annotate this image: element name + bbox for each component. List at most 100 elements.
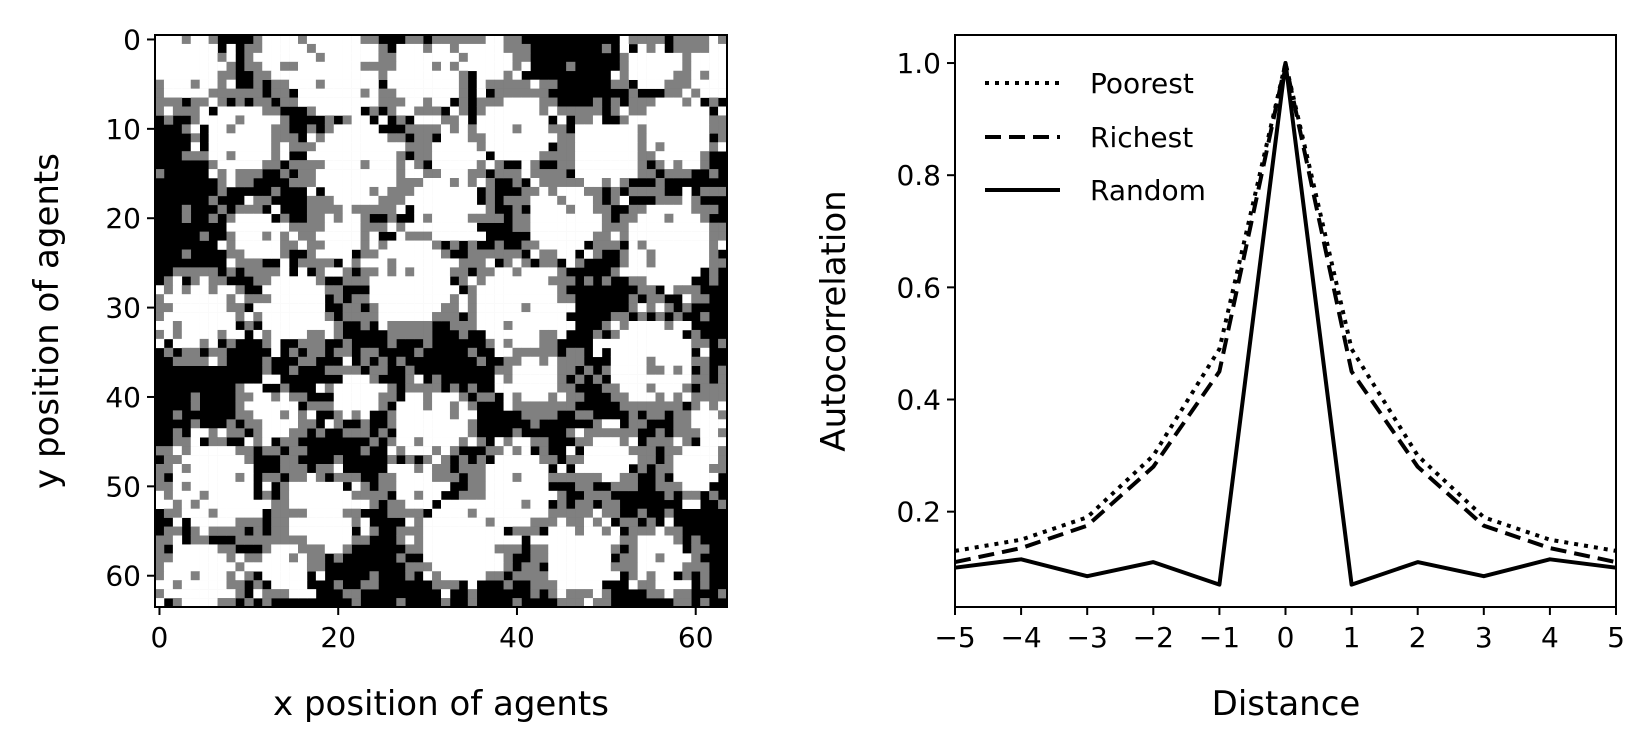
heatmap-cell: [566, 508, 576, 518]
heatmap-cell: [512, 401, 522, 411]
heatmap-cell: [351, 231, 361, 241]
series-line-poorest: [954, 61, 1617, 553]
heatmap-cell: [432, 303, 442, 313]
heatmap-cell: [298, 589, 308, 599]
heatmap-cell: [262, 392, 272, 402]
heatmap-cell: [405, 383, 415, 393]
heatmap-cell: [682, 231, 692, 241]
heatmap-cell: [235, 151, 245, 161]
heatmap-cell: [324, 258, 335, 268]
heatmap-cell: [575, 169, 585, 179]
heatmap-cell: [423, 401, 433, 411]
heatmap-cell: [619, 446, 629, 456]
heatmap-cell: [449, 240, 460, 250]
heatmap-cell: [476, 97, 486, 107]
heatmap-cell: [512, 249, 522, 259]
heatmap-cell: [494, 312, 504, 322]
heatmap-cell: [244, 464, 254, 474]
heatmap-cell: [601, 455, 612, 465]
heatmap-cell: [414, 169, 424, 179]
heatmap-cell: [512, 365, 522, 375]
heatmap-cell: [262, 598, 272, 608]
heatmap-cell: [628, 356, 638, 366]
heatmap-cell: [494, 562, 504, 572]
heatmap-cell: [512, 35, 522, 45]
heatmap-cell: [360, 374, 370, 384]
heatmap-cell: [235, 526, 245, 536]
heatmap-cell: [718, 88, 728, 98]
heatmap-cell: [342, 195, 352, 206]
heatmap-cell: [181, 70, 192, 80]
heatmap-cell: [342, 303, 352, 313]
heatmap-cell: [441, 79, 451, 89]
heatmap-cell: [503, 43, 513, 54]
heatmap-cell: [458, 178, 469, 188]
heatmap-cell: [387, 410, 397, 420]
heatmap-cell: [333, 455, 343, 465]
heatmap-cell: [226, 562, 236, 572]
heatmap-cell: [610, 267, 621, 277]
heatmap-cell: [190, 517, 200, 527]
heatmap-cell: [691, 428, 701, 438]
heatmap-cell: [548, 276, 558, 286]
heatmap-cell: [315, 490, 326, 501]
heatmap-cell: [324, 481, 335, 492]
heatmap-cell: [262, 365, 272, 375]
heatmap-cell: [360, 204, 370, 215]
heatmap-cell: [351, 52, 361, 63]
heatmap-cell: [298, 392, 308, 402]
heatmap-cell: [619, 258, 629, 268]
heatmap-cell: [521, 160, 531, 170]
heatmap-cell: [271, 115, 281, 125]
heatmap-cell: [360, 79, 370, 89]
heatmap-cell: [333, 553, 343, 563]
heatmap-cell: [512, 88, 522, 98]
heatmap-cell: [423, 240, 433, 250]
heatmap-cell: [682, 186, 692, 197]
heatmap-cell: [476, 392, 486, 402]
heatmap-cell: [271, 303, 281, 313]
heatmap-cell: [673, 88, 683, 98]
heatmap-cell: [575, 455, 585, 465]
heatmap-cell: [289, 97, 299, 107]
heatmap-cell: [271, 61, 281, 72]
heatmap-cell: [271, 312, 281, 322]
heatmap-cell: [217, 598, 227, 608]
heatmap-cell: [217, 88, 227, 98]
heatmap-cell: [449, 508, 460, 518]
heatmap-cell: [396, 598, 406, 608]
heatmap-cell: [700, 598, 710, 608]
heatmap-cell: [673, 437, 683, 447]
heatmap-cell: [253, 52, 263, 63]
heatmap-cell: [414, 106, 424, 116]
heatmap-cell: [172, 517, 183, 527]
heatmap-cell: [584, 249, 594, 259]
heatmap-cell: [208, 52, 218, 63]
heatmap-cell: [289, 294, 299, 304]
heatmap-cell: [682, 446, 692, 456]
heatmap-cell: [441, 499, 451, 509]
heatmap-cell: [298, 169, 308, 179]
heatmap-cell: [235, 589, 245, 599]
heatmap-cell: [333, 35, 343, 45]
heatmap-cell: [217, 428, 227, 438]
heatmap-cell: [467, 589, 478, 599]
heatmap-cell: [700, 374, 710, 384]
heatmap-cell: [369, 195, 379, 206]
heatmap-cell: [271, 544, 281, 554]
heatmap-cell: [709, 97, 719, 107]
heatmap-cell: [530, 347, 540, 358]
heatmap-cell: [592, 195, 603, 206]
heatmap-cell: [217, 178, 227, 188]
heatmap-cell: [709, 392, 719, 402]
heatmap-cell: [226, 580, 236, 590]
heatmap-cell: [351, 169, 361, 179]
heatmap-cell: [521, 508, 531, 518]
heatmap-cell: [655, 240, 665, 250]
heatmap-cell: [181, 464, 192, 474]
heatmap-cell: [566, 178, 576, 188]
heatmap-cell: [396, 437, 406, 447]
heatmap-cell: [342, 160, 352, 170]
heatmap-cell: [253, 401, 263, 411]
heatmap-cell: [208, 115, 218, 125]
